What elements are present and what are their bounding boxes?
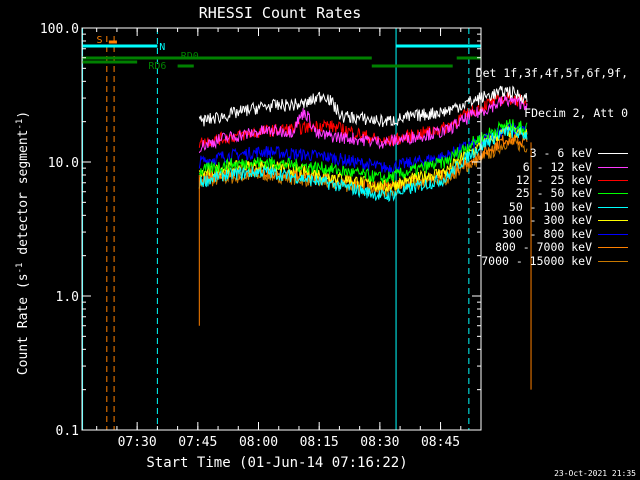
legend-entry-label: 100 - 300 keV [501, 213, 592, 228]
legend-header-line2: FDecim 2, Att 0 [524, 106, 628, 121]
series-line-50-100-keV [198, 125, 528, 203]
legend-swatch [598, 166, 628, 168]
series-line-25-50-keV [198, 119, 528, 185]
legend-entry-label: 12 - 25 keV [515, 173, 592, 188]
legend-entry-label: 25 - 50 keV [515, 186, 592, 201]
x-tick-label: 07:45 [178, 435, 217, 450]
legend-entry-label: 50 - 100 keV [508, 199, 592, 214]
legend-entries: 3 - 6 keV 6 - 12 keV 12 - 25 keV 25 - 50 ke… [476, 147, 628, 268]
x-tick-label: 07:30 [118, 435, 157, 450]
legend-entry: 12 - 25 keV [476, 173, 628, 188]
flag-annotation: RD6 [148, 61, 166, 72]
legend-entry: 50 - 100 keV [476, 199, 628, 214]
legend-entry-label: 3 - 6 keV [529, 146, 592, 161]
legend-swatch [598, 233, 628, 235]
x-tick-label: 08:30 [360, 435, 399, 450]
x-tick-label: 08:00 [239, 435, 278, 450]
legend-entry: 100 - 300 keV [476, 214, 628, 227]
x-tick-label: 08:15 [300, 435, 339, 450]
legend-swatch [598, 193, 628, 195]
series-line-3-6-keV [198, 85, 528, 128]
legend-entry: 7000 - 15000 keV [476, 253, 628, 268]
axis-frame [81, 27, 482, 431]
legend-swatch [598, 180, 628, 182]
y-axis-label-part1: Count Rate (s [16, 273, 31, 375]
y-axis-label-sup1: -1 [15, 263, 25, 274]
legend-swatch [598, 206, 628, 208]
y-tick-label: 10.0 [48, 156, 79, 171]
y-tick-label: 100.0 [40, 22, 79, 37]
y-axis-label: Count Rate (s-1 detector segment-1) [15, 111, 31, 375]
legend-entry-label: 300 - 800 keV [501, 226, 592, 241]
legend: Det 1f,3f,4f,5f,6f,9f, FDecim 2, Att 0 3… [476, 40, 628, 281]
y-axis-label-part2: detector segment [16, 130, 31, 263]
series-line-12-25-keV [198, 92, 528, 148]
axes: 0.1 1.0 10.0 100.0 07:30 07:45 08:00 08:15 08:30… [40, 22, 482, 450]
y-tick-label: 0.1 [56, 424, 79, 439]
x-tick-label: 08:45 [421, 435, 460, 450]
y-tick-label: 1.0 [56, 290, 79, 305]
legend-header-line1: Det 1f,3f,4f,5f,6f,9f, [475, 65, 628, 80]
flag-annotation: RD0 [181, 51, 199, 62]
legend-entry: 3 - 6 keV [476, 147, 628, 160]
legend-entry-label: 800 - 7000 keV [495, 240, 592, 255]
y-axis-label-sup2: -1 [15, 119, 25, 130]
flag-annotation: N [159, 42, 165, 53]
legend-entry: 800 - 7000 keV [476, 240, 628, 255]
legend-entry: 25 - 50 keV [476, 187, 628, 200]
legend-swatch [598, 247, 628, 249]
legend-entry-label: 7000 - 15000 keV [481, 253, 592, 268]
plot-area: S N RD0 RD6 [82, 28, 532, 430]
legend-swatch [598, 153, 628, 155]
footer-timestamp: 23-Oct-2021 21:35 [554, 469, 636, 478]
legend-entry-label: 6 - 12 keV [522, 159, 592, 174]
chart-title: RHESSI Count Rates [199, 4, 362, 22]
x-axis-label: Start Time (01-Jun-14 07:16:22) [146, 455, 407, 471]
series-line-6-12-keV [198, 94, 528, 154]
y-axis-label-part3: ) [16, 111, 31, 119]
legend-entry: 6 - 12 keV [476, 159, 628, 174]
legend-swatch [598, 260, 628, 262]
flag-annotation: S [97, 35, 103, 46]
legend-entry: 300 - 800 keV [476, 226, 628, 241]
legend-swatch [598, 220, 628, 222]
